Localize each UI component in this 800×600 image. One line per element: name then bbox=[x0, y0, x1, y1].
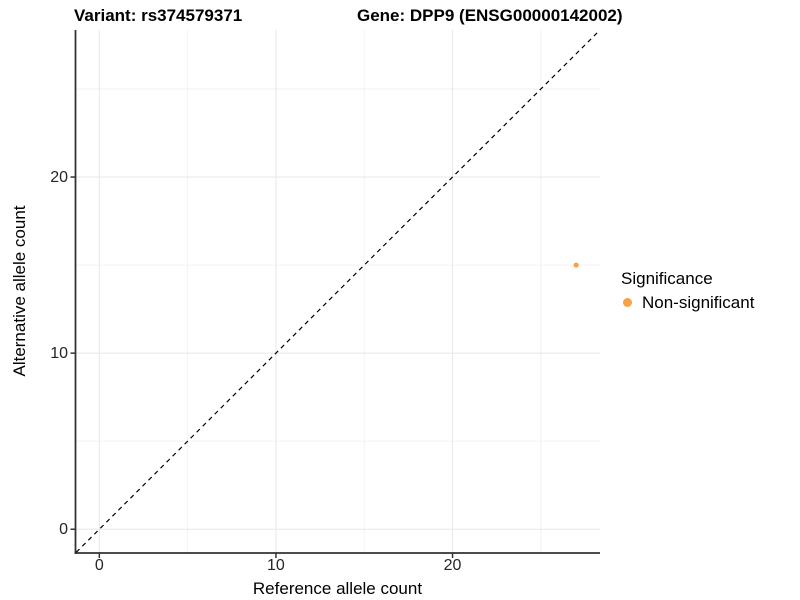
legend: Significance Non-significant bbox=[619, 268, 754, 313]
legend-item-label: Non-significant bbox=[642, 293, 755, 312]
y-tick-label: 20 bbox=[50, 168, 68, 186]
y-tick-label: 10 bbox=[50, 344, 68, 362]
x-axis-title: Reference allele count bbox=[252, 579, 423, 598]
plot-title-variant: Variant: rs374579371 bbox=[74, 6, 243, 25]
y-axis-title: Alternative allele count bbox=[10, 205, 29, 377]
data-point bbox=[573, 262, 579, 268]
point-swatch-icon bbox=[623, 298, 632, 307]
plot-title-gene: Gene: DPP9 (ENSG00000142002) bbox=[357, 6, 623, 25]
x-tick-label: 20 bbox=[443, 557, 462, 574]
y-tick-label: 0 bbox=[59, 520, 68, 538]
legend-item-non-significant: Non-significant bbox=[619, 292, 754, 313]
identity-reference-line bbox=[75, 30, 600, 553]
x-tick-label: 0 bbox=[94, 557, 104, 574]
legend-title: Significance bbox=[621, 269, 713, 288]
x-tick-label: 10 bbox=[267, 557, 285, 574]
